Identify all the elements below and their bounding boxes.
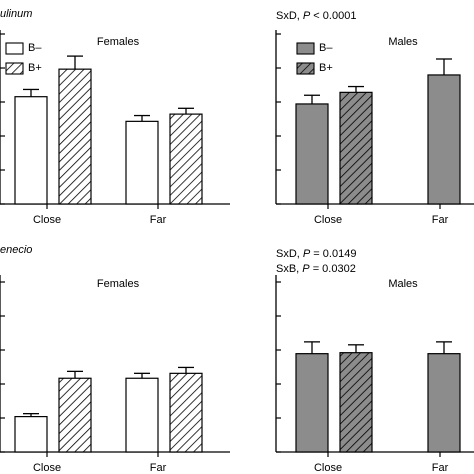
tr-stat-line-0: SxD, P < 0.0001	[276, 10, 356, 22]
tr-x-label-far: Far	[431, 214, 449, 226]
stat-p: P	[302, 263, 310, 275]
tr-bar-far-bminus	[427, 74, 461, 205]
stat-rest: = 0.0149	[310, 248, 357, 260]
tr-bar-close-bminus	[295, 103, 329, 205]
bl-bar-far-bminus	[125, 377, 159, 453]
stat-p: P	[302, 10, 311, 22]
br-bar-close-bplus	[339, 352, 373, 453]
stat-lead: SxD,	[276, 248, 303, 260]
stat-lead: SxB,	[276, 263, 303, 275]
tl-panel-title: Females	[96, 36, 140, 48]
bl-x-label-far: Far	[149, 462, 167, 474]
bl-x-label-close: Close	[32, 462, 62, 474]
tr-bar-close-bplus	[339, 91, 373, 205]
bl-panel-title: Females	[96, 278, 140, 290]
tr-x-label-close: Close	[313, 214, 343, 226]
stat-rest: = 0.0302	[309, 263, 356, 275]
tr-legend-swatch-0	[296, 42, 315, 55]
tr-panel-title: Males	[388, 36, 418, 48]
tl-bar-far-bplus	[169, 113, 203, 205]
tl-x-label-close: Close	[32, 214, 62, 226]
br-panel-title: Males	[388, 278, 418, 290]
tl-bar-far-bminus	[125, 120, 159, 205]
tl-x-label-far: Far	[149, 214, 167, 226]
tr-legend-label-1: B+	[319, 62, 333, 74]
tr-legend-swatch-1	[296, 62, 315, 75]
br-x-label-close: Close	[313, 462, 343, 474]
tl-legend-label-0: B–	[28, 42, 42, 54]
tl-legend-swatch-0	[5, 42, 24, 55]
bl-bar-close-bplus	[58, 377, 92, 453]
br-x-label-far: Far	[431, 462, 449, 474]
stat-p: P	[302, 248, 311, 260]
species-label-top: ulinum	[0, 8, 33, 20]
stat-lead: SxD,	[276, 10, 303, 22]
bl-bar-far-bplus	[169, 372, 203, 453]
br-stat-line-1: SxB, P = 0.0302	[276, 263, 356, 275]
br-bar-far-bminus	[427, 353, 461, 453]
br-stat-line-0: SxD, P = 0.0149	[276, 248, 356, 260]
tl-bar-close-bminus	[14, 96, 48, 205]
tl-legend-swatch-1	[5, 62, 24, 75]
tl-bar-close-bplus	[58, 68, 92, 205]
tr-legend-label-0: B–	[319, 42, 333, 54]
species-label-bottom: enecio	[0, 244, 33, 256]
stat-rest: < 0.0001	[310, 10, 357, 22]
br-bar-close-bminus	[295, 353, 329, 453]
tl-legend-label-1: B+	[28, 62, 42, 74]
bl-bar-close-bminus	[14, 416, 48, 453]
